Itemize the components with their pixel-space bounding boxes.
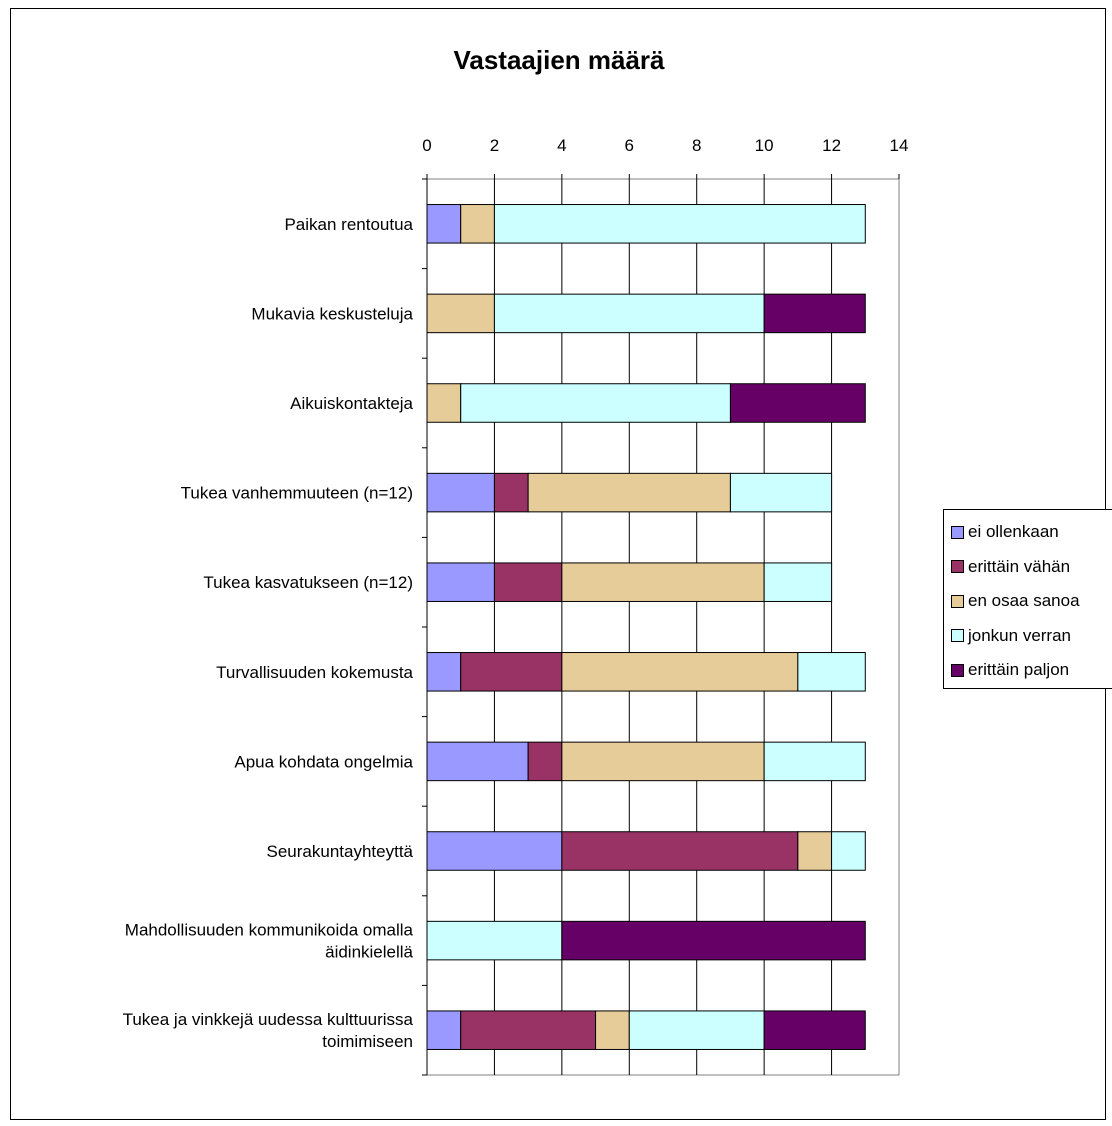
bar-segment bbox=[729, 383, 866, 423]
x-tick-label: 10 bbox=[755, 136, 774, 155]
bar-segment bbox=[426, 293, 495, 334]
bar-segment bbox=[493, 562, 563, 602]
bar-segment bbox=[628, 1010, 765, 1050]
x-tick-label: 0 bbox=[422, 136, 431, 155]
bar-segment bbox=[426, 831, 563, 871]
bar-segment bbox=[729, 472, 833, 513]
legend-label: ei ollenkaan bbox=[968, 522, 1059, 542]
chart-title: Vastaajien määrä bbox=[453, 45, 665, 75]
bar-segment bbox=[561, 562, 765, 602]
category-label: Mahdollisuuden kommunikoida omalla äidink… bbox=[125, 921, 414, 962]
bar-segment bbox=[831, 831, 866, 871]
legend-item: erittäin vähän bbox=[951, 550, 1112, 585]
x-tick-label: 6 bbox=[625, 136, 634, 155]
bar-segment bbox=[763, 293, 866, 334]
legend-item: erittäin paljon bbox=[951, 653, 1112, 688]
bar-segment bbox=[426, 741, 529, 782]
x-tick-label: 14 bbox=[890, 136, 909, 155]
legend-label: en osaa sanoa bbox=[968, 591, 1080, 611]
bar-segment bbox=[460, 652, 563, 692]
bar-segment bbox=[426, 562, 495, 602]
bar-segment bbox=[561, 652, 799, 692]
bar-segment bbox=[426, 204, 462, 244]
legend-item: en osaa sanoa bbox=[951, 584, 1112, 619]
bar-segment bbox=[493, 293, 765, 334]
legend-item: ei ollenkaan bbox=[951, 515, 1112, 550]
category-label: Mukavia keskusteluja bbox=[251, 304, 413, 323]
legend-swatch bbox=[951, 629, 964, 643]
bar-segment bbox=[561, 831, 799, 871]
bar-segment bbox=[527, 741, 563, 782]
legend-swatch bbox=[951, 525, 964, 539]
x-tick-label: 4 bbox=[557, 136, 566, 155]
category-label: Tukea ja vinkkejä uudessa kulttuurissa to… bbox=[123, 1010, 414, 1051]
bar-segment bbox=[426, 920, 563, 961]
bar-segment bbox=[763, 741, 866, 782]
category-label: Seurakuntayhteyttä bbox=[267, 842, 414, 861]
bar-segment bbox=[460, 383, 731, 423]
legend-label: jonkun verran bbox=[968, 625, 1072, 645]
chart-plot: 0 2 4 6 8 10 12 14 Paikan rentoutua Mukavia kesku… bbox=[123, 136, 909, 1076]
bar-segment bbox=[460, 1010, 597, 1050]
bar-segment bbox=[763, 562, 833, 602]
legend-item: jonkun verran bbox=[951, 619, 1112, 654]
legend-swatch bbox=[951, 560, 964, 574]
bar-segment bbox=[797, 652, 866, 692]
bar-segment bbox=[426, 383, 462, 423]
category-label: Aikuiskontakteja bbox=[290, 394, 413, 413]
legend-label: erittäin paljon bbox=[968, 660, 1070, 680]
bar-segment bbox=[460, 204, 495, 244]
bar-segment bbox=[493, 472, 529, 513]
bar-segment bbox=[797, 831, 833, 871]
x-tick-label: 12 bbox=[822, 136, 841, 155]
category-label: Tukea kasvatukseen (n=12) bbox=[203, 573, 413, 592]
legend-label: erittäin vähän bbox=[968, 556, 1071, 576]
bar-segment bbox=[426, 472, 495, 513]
x-tick-label: 8 bbox=[692, 136, 701, 155]
category-label: Apua kohdata ongelmia bbox=[234, 752, 413, 771]
bar-segment bbox=[561, 920, 866, 961]
bar-segment bbox=[426, 652, 462, 692]
chart-frame: Vastaajien määrä 0 2 4 6 8 10 12 14 Paikan rento… bbox=[10, 8, 1112, 1120]
bar-segment bbox=[527, 472, 731, 513]
bar-segment bbox=[763, 1010, 866, 1050]
bar-segment bbox=[493, 204, 866, 244]
legend-swatch bbox=[951, 663, 964, 677]
bar-segment bbox=[561, 741, 765, 782]
category-label: Tukea vanhemmuuteen (n=12) bbox=[181, 484, 413, 503]
x-tick-label: 2 bbox=[490, 136, 499, 155]
legend-swatch bbox=[951, 594, 964, 608]
category-label: Paikan rentoutua bbox=[284, 215, 413, 234]
bar-segment bbox=[426, 1010, 462, 1050]
bar-segment bbox=[595, 1010, 630, 1050]
category-label: Turvallisuuden kokemusta bbox=[216, 663, 413, 682]
chart-legend: ei ollenkaan erittäin vähän en osaa sanoa j… bbox=[943, 509, 1112, 689]
